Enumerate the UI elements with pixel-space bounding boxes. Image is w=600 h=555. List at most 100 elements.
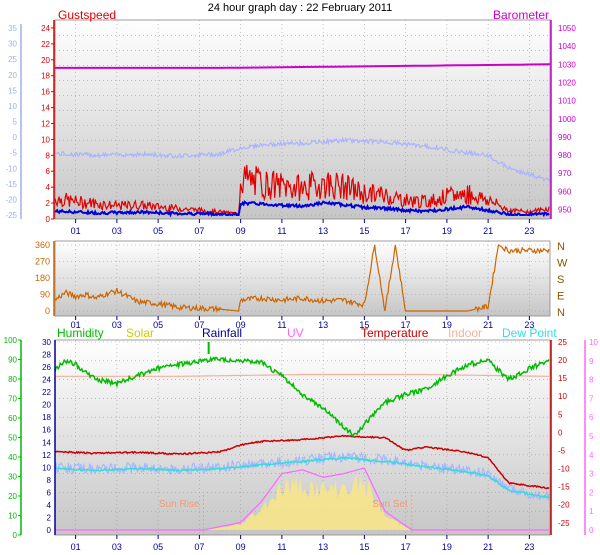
rainfall-tick-label: 22 bbox=[42, 388, 51, 397]
y-tick-label: 180 bbox=[35, 273, 50, 283]
x-tick-label: 05 bbox=[153, 542, 163, 552]
rainfall-tick-label: 12 bbox=[42, 451, 51, 460]
x-tick-label: 03 bbox=[112, 226, 122, 236]
rainfall-tick-label: 16 bbox=[42, 426, 51, 435]
x-tick-label: 15 bbox=[359, 542, 369, 552]
wind-direction-line bbox=[54, 244, 550, 314]
y-tick-label: 6 bbox=[46, 167, 51, 176]
rainfall-tick-label: 10 bbox=[42, 463, 51, 472]
y-tick-label: 8 bbox=[46, 151, 51, 160]
barometer-label: Barometer bbox=[493, 8, 549, 22]
baro-tick-label: 960 bbox=[558, 187, 572, 196]
x-tick-label: 11 bbox=[277, 226, 286, 236]
x-tick-label: 15 bbox=[359, 320, 369, 330]
legend-temperature: Temperature bbox=[361, 326, 429, 340]
x-tick-label: 23 bbox=[524, 542, 534, 552]
baro-tick-label: 1010 bbox=[558, 97, 576, 106]
rainfall-tick-label: 4 bbox=[47, 501, 52, 510]
x-tick-label: 19 bbox=[442, 320, 452, 330]
rainfall-tick-label: 2 bbox=[47, 513, 52, 522]
temperature-tick-label: 20 bbox=[558, 356, 567, 365]
outer-y-tick-label: -10 bbox=[5, 164, 17, 173]
baro-tick-label: 1040 bbox=[558, 42, 576, 51]
y-tick-label: 10 bbox=[41, 135, 50, 144]
outer-y-tick-label: 20 bbox=[8, 71, 17, 80]
outer-y-tick-label: 15 bbox=[8, 86, 17, 95]
temperature-tick-label: -25 bbox=[558, 519, 570, 528]
x-tick-label: 19 bbox=[442, 542, 452, 552]
outer-y-tick-label: 30 bbox=[8, 40, 17, 49]
temperature-tick-label: -15 bbox=[558, 483, 570, 492]
legend-rainfall: Rainfall bbox=[202, 326, 242, 340]
y-tick-label: 90 bbox=[8, 356, 17, 365]
uv-tick-label: 2 bbox=[589, 488, 594, 497]
temperature-tick-label: 0 bbox=[558, 428, 563, 437]
temperature-tick-label: 25 bbox=[558, 338, 567, 347]
gustspeed-label: Gustspeed bbox=[58, 8, 116, 22]
x-tick-label: 23 bbox=[524, 320, 534, 330]
uv-tick-label: 0 bbox=[589, 526, 594, 535]
uv-tick-label: 4 bbox=[589, 451, 594, 460]
x-tick-label: 07 bbox=[194, 320, 204, 330]
uv-tick-label: 9 bbox=[589, 357, 594, 366]
solar-area bbox=[203, 475, 412, 530]
sun-rise-label: Sun Rise bbox=[159, 499, 200, 510]
x-tick-label: 21 bbox=[483, 542, 493, 552]
outer-y-tick-label: -25 bbox=[5, 211, 17, 220]
humidity-line bbox=[54, 355, 550, 438]
x-tick-label: 19 bbox=[442, 226, 452, 236]
legend-dew-point: Dew Point bbox=[502, 326, 557, 340]
temperature-tick-label: 5 bbox=[558, 410, 563, 419]
outer-y-tick-label: -15 bbox=[5, 180, 17, 189]
sun-set-label: Sun Set bbox=[372, 499, 408, 510]
x-tick-label: 13 bbox=[318, 226, 328, 236]
y-tick-label: 50 bbox=[8, 434, 17, 443]
x-tick-label: 13 bbox=[318, 320, 328, 330]
x-tick-label: 11 bbox=[277, 542, 286, 552]
temperature-tick-label: 15 bbox=[558, 374, 567, 383]
y-tick-label: 14 bbox=[41, 104, 50, 113]
chart-title: 24 hour graph day : 22 February 2011 bbox=[208, 2, 392, 14]
x-tick-label: 05 bbox=[153, 320, 163, 330]
outer-y-tick-label: 5 bbox=[13, 118, 18, 127]
legend-humidity: Humidity bbox=[57, 326, 104, 340]
x-tick-label: 09 bbox=[236, 542, 246, 552]
rainfall-tick-label: 14 bbox=[42, 438, 51, 447]
uv-tick-label: 1 bbox=[589, 507, 594, 516]
compass-label: N bbox=[557, 307, 565, 319]
x-tick-label: 17 bbox=[401, 542, 411, 552]
indoor-line bbox=[55, 373, 549, 377]
y-tick-label: 22 bbox=[41, 40, 50, 49]
baro-tick-label: 1050 bbox=[558, 24, 576, 33]
x-tick-label: 03 bbox=[112, 542, 122, 552]
y-tick-label: 80 bbox=[8, 375, 17, 384]
y-tick-label: 60 bbox=[8, 414, 17, 423]
x-tick-label: 01 bbox=[71, 542, 81, 552]
compass-label: E bbox=[557, 291, 564, 303]
x-tick-label: 09 bbox=[236, 226, 246, 236]
windspeed-line bbox=[54, 200, 550, 218]
temperature-tick-label: -20 bbox=[558, 501, 570, 510]
dew-point-line bbox=[54, 455, 550, 499]
temperature-tick-label: -5 bbox=[558, 446, 566, 455]
rainfall-tick-label: 18 bbox=[42, 413, 51, 422]
rainfall-tick-label: 30 bbox=[42, 338, 51, 347]
y-tick-label: 0 bbox=[45, 306, 50, 316]
x-tick-label: 01 bbox=[71, 320, 81, 330]
rainfall-tick-label: 26 bbox=[42, 363, 51, 372]
y-tick-label: 2 bbox=[46, 199, 51, 208]
uv-tick-label: 3 bbox=[589, 470, 594, 479]
y-tick-label: 20 bbox=[8, 492, 17, 501]
x-tick-label: 21 bbox=[483, 226, 493, 236]
uv-tick-label: 5 bbox=[589, 432, 594, 441]
rainfall-tick-label: 28 bbox=[42, 351, 51, 360]
y-tick-label: 70 bbox=[8, 395, 17, 404]
outer-y-tick-label: -5 bbox=[10, 149, 18, 158]
legend-solar: Solar bbox=[126, 326, 154, 340]
temperature-tick-label: -10 bbox=[558, 465, 570, 474]
rainfall-tick-label: 20 bbox=[42, 401, 51, 410]
y-tick-label: 360 bbox=[35, 240, 50, 250]
x-tick-label: 15 bbox=[359, 226, 369, 236]
y-tick-label: 24 bbox=[41, 24, 50, 33]
